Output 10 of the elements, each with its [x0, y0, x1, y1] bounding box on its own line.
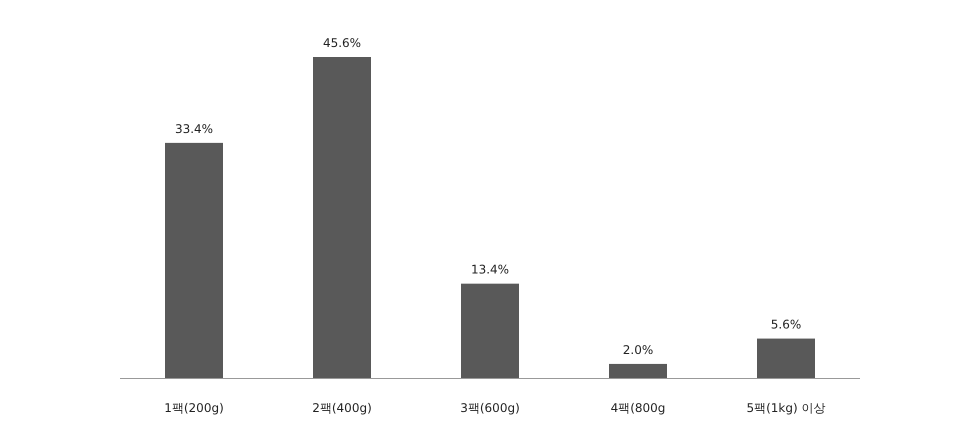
- x-tick-label: 3팩(600g): [460, 401, 520, 415]
- data-label: 33.4%: [174, 122, 214, 136]
- data-label: 5.6%: [770, 318, 802, 332]
- x-tick-label: 5팩(1kg) 이상: [746, 401, 826, 415]
- x-tick-label: 1팩(200g): [164, 401, 224, 415]
- data-label: 2.0%: [622, 342, 654, 357]
- x-tick-label: 4팩(800g: [610, 401, 666, 415]
- x-tick-label: 2팩(400g): [312, 401, 372, 415]
- data-label: 13.4%: [470, 262, 510, 277]
- data-label: 45.6%: [322, 36, 362, 50]
